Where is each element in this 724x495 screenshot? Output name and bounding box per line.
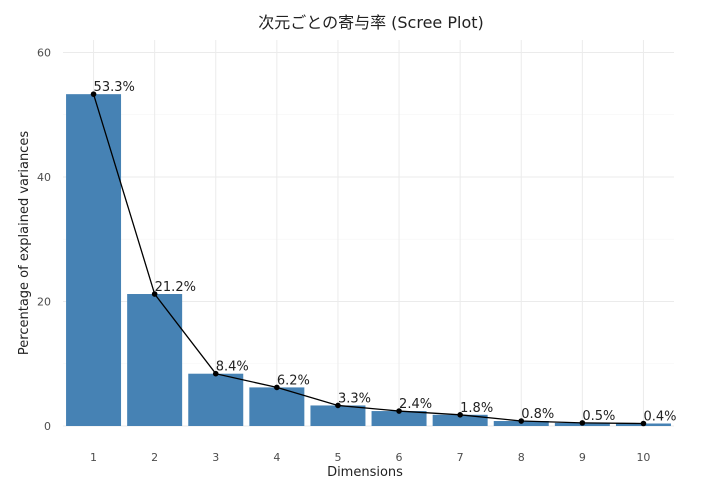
labels-layer: 53.3% 21.2% 8.4% 6.2% 3.3% 2.4% 1.8% 0.8% 0.5% 0.… [94,80,677,424]
y-axis-title: Percentage of explained variances [17,131,32,355]
x-tick-label: 7 [457,451,464,464]
data-label-6: 2.4% [399,397,432,412]
y-tick-label: 60 [37,46,51,59]
variance-point-5 [335,402,341,409]
x-tick-label: 3 [212,451,219,464]
y-tick-label: 40 [37,171,51,184]
variance-point-6 [396,408,402,414]
variance-point-2 [151,291,158,297]
variance-point-3 [212,370,219,377]
points-layer [90,91,647,427]
bar-dimension-2 [127,294,183,426]
bars-layer [66,94,671,426]
variance-line [92,93,644,425]
axes-layer: 0 20 40 60 1 2 3 4 5 6 7 8 9 10 [37,46,650,464]
data-label-9: 0.5% [582,409,615,424]
x-tick-label: 8 [518,451,525,464]
data-label-3: 8.4% [216,360,249,375]
variance-point-4 [274,384,280,391]
bar-dimension-3 [188,373,244,426]
data-label-1: 53.3% [94,80,135,95]
x-axis-title: Dimensions [327,465,403,480]
x-tick-label: 5 [334,451,341,464]
chart-title: 次元ごとの寄与率 (Scree Plot) [258,13,484,32]
x-tick-label: 2 [151,451,158,464]
line-layer [92,93,644,425]
x-tick-label: 1 [90,451,97,464]
data-label-8: 0.8% [521,407,554,422]
y-tick-label: 20 [37,295,51,308]
variance-point-10 [640,420,647,427]
data-label-5: 3.3% [338,391,371,406]
x-tick-label: 6 [396,451,403,464]
variance-point-7 [457,411,463,418]
data-label-2: 21.2% [155,280,196,295]
grid-layer [63,40,674,427]
bar-dimension-7 [432,414,488,426]
bar-dimension-5 [310,405,366,426]
data-label-4: 6.2% [277,373,310,388]
x-tick-label: 10 [636,451,650,464]
variance-point-8 [518,418,525,424]
data-label-10: 0.4% [643,410,676,425]
bar-dimension-6 [371,411,427,426]
y-tick-label: 0 [44,420,51,433]
x-tick-label: 4 [273,451,280,464]
bar-dimension-4 [249,387,305,426]
data-label-7: 1.8% [460,401,493,416]
variance-point-1 [90,91,97,97]
bar-dimension-1 [66,94,122,426]
x-tick-label: 9 [579,451,586,464]
variance-point-9 [579,420,586,426]
